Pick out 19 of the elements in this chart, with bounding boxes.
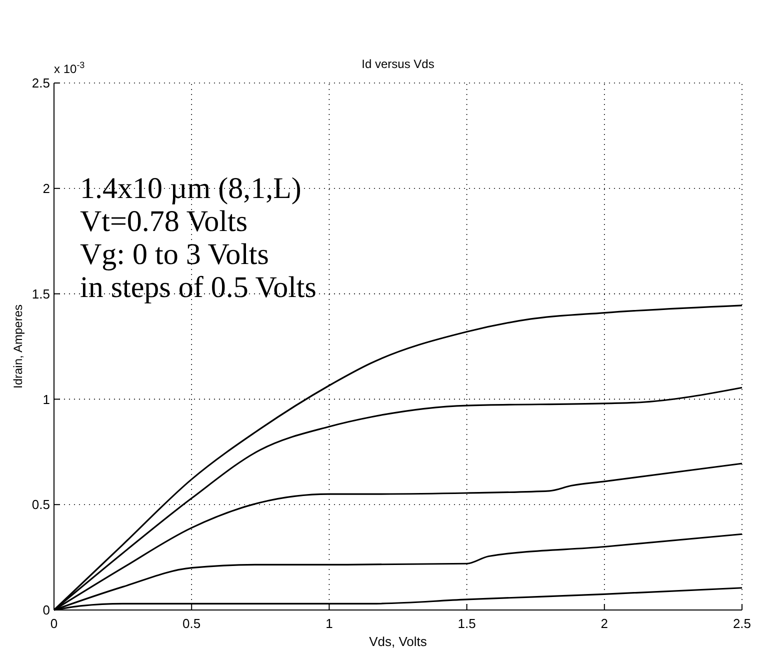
annotation: 1.4x10 µm (8,1,L) <box>80 172 302 205</box>
y-tick-label: 1.5 <box>32 286 50 302</box>
annotation: in steps of 0.5 Volts <box>80 271 316 304</box>
x-tick-label: 1.5 <box>458 616 476 631</box>
y-tick-label: 2 <box>42 180 50 196</box>
y-tick-label: 0.5 <box>32 497 50 512</box>
x-axis-title: Vds, Volts <box>369 634 428 649</box>
text: x 10$^{-3}$ <box>54 60 85 76</box>
y-tick-label: 0 <box>42 602 50 618</box>
x-tick-label: 1 <box>326 616 333 631</box>
annotation: Vt=0.78 Volts <box>80 205 248 238</box>
x-tick-label: 2 <box>600 616 608 631</box>
y-tick-label: 1 <box>42 392 50 407</box>
annotation: Vg: 0 to 3 Volts <box>80 238 269 271</box>
x-tick-label: 0.5 <box>182 616 201 631</box>
y-tick-label: 2.5 <box>32 76 50 91</box>
y-axis-title: Idrain, Amperes <box>11 304 25 389</box>
x-tick-label: 2.5 <box>732 616 752 631</box>
chart-title: Id versus Vds <box>362 57 434 71</box>
